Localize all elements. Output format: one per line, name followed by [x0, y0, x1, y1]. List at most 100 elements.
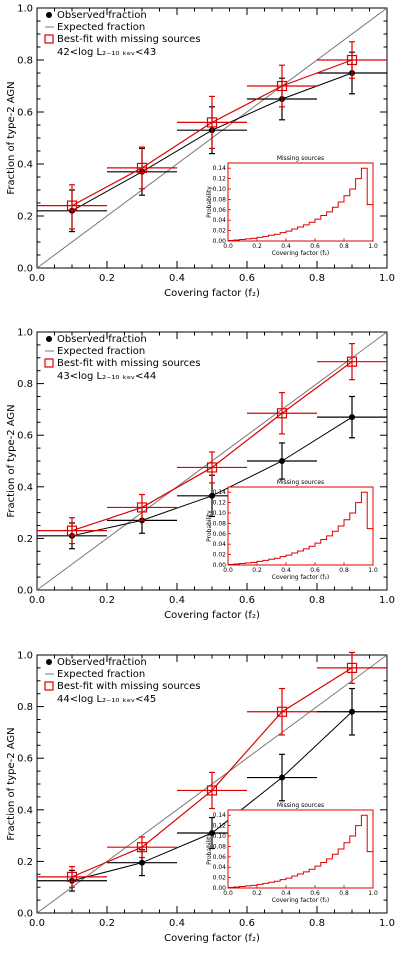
x-tick-label: 0.6: [239, 918, 255, 929]
inset-x-tick-label: 0.0: [223, 243, 233, 250]
inset-y-tick-label: 0.02: [213, 228, 227, 235]
y-tick-label: 0.8: [17, 56, 33, 67]
legend-observed-label: Observed fraction: [57, 334, 147, 345]
inset-y-tick-label: 0.00: [213, 885, 227, 892]
bestfit-line: [71, 361, 353, 532]
inset-missing-sources: Missing sources 0.0 0.2 0.4 0.6 0.8 1.0 0.00 0.0…: [206, 479, 378, 581]
y-axis-label: Fraction of type-2 AGN: [6, 81, 17, 194]
inset-histogram: [227, 491, 374, 565]
y-tick-label: 0.0: [17, 909, 33, 920]
inset-y-axis-label: Probability: [206, 510, 213, 542]
inset-title: Missing sources: [277, 479, 324, 486]
inset-y-tick-label: 0.10: [213, 833, 227, 840]
inset-y-tick-label: 0.14: [213, 489, 227, 496]
observed-point: [349, 708, 355, 715]
x-axis-label: Covering factor (f₂): [164, 288, 260, 299]
inset-y-tick-label: 0.06: [213, 207, 227, 214]
y-tick-label: 1.0: [17, 651, 33, 662]
bestfit-line: [71, 667, 353, 878]
inset-missing-sources: Missing sources 0.0 0.2 0.4 0.6 0.8 1.0 0.00 0.0…: [206, 802, 378, 904]
bestfit-point: [346, 356, 358, 367]
panel-1: 0.0 0.2 0.4 0.6 0.8 1.0 0.0 0.2 0.4 0.6 0.8 1.0 Cove…: [6, 4, 395, 300]
inset-x-tick-label: 0.8: [339, 567, 349, 574]
inset-frame: [227, 486, 374, 566]
inset-x-tick-label: 0.4: [281, 243, 291, 250]
observed-point: [139, 859, 145, 866]
inset-missing-sources: Missing sources 0.0 0.2 0.4 0.6 0.8 1.0 0.00 0.0…: [206, 155, 378, 257]
inset-y-tick-label: 0.04: [213, 864, 227, 871]
inset-frame: [227, 162, 374, 242]
inset-histogram: [227, 167, 374, 241]
y-tick-label: 0.8: [17, 702, 33, 713]
inset-y-tick-label: 0.08: [213, 196, 227, 203]
y-tick-label: 0.8: [17, 379, 33, 390]
inset-y-tick-label: 0.10: [213, 186, 227, 193]
x-tick-label: 0.6: [239, 273, 255, 284]
legend-bestfit-label: Best-fit with missing sources: [57, 681, 201, 692]
inset-y-tick-label: 0.12: [213, 176, 227, 183]
y-tick-label: 0.2: [17, 857, 33, 868]
inset-histogram: [227, 814, 374, 888]
legend-bestfit-marker: [44, 681, 54, 691]
y-tick-label: 1.0: [17, 4, 33, 15]
inset-x-tick-label: 0.2: [252, 243, 262, 250]
y-axis-label: Fraction of type-2 AGN: [6, 727, 17, 840]
inset-y-tick-label: 0.06: [213, 854, 227, 861]
legend-observed-marker: [46, 12, 52, 18]
inset-x-tick-label: 0.6: [310, 890, 320, 897]
inset-title: Missing sources: [277, 155, 324, 162]
y-tick-label: 0.4: [17, 805, 33, 816]
x-tick-label: 0.8: [309, 273, 325, 284]
x-tick-label: 0.4: [169, 595, 185, 606]
y-tick-label: 0.4: [17, 482, 33, 493]
legend-observed-label: Observed fraction: [57, 657, 147, 668]
inset-x-tick-label: 0.8: [339, 243, 349, 250]
luminosity-label: 42<log L₂₋₁₀ ₖₑᵥ<43: [57, 47, 156, 58]
observed-point: [209, 492, 215, 499]
inset-frame: [227, 809, 374, 889]
bestfit-point: [136, 502, 148, 513]
inset-x-tick-label: 1.0: [368, 243, 378, 250]
y-tick-label: 0.6: [17, 754, 33, 765]
observed-point: [209, 830, 215, 837]
bestfit-point: [346, 662, 358, 674]
x-tick-label: 0.2: [99, 273, 115, 284]
inset-x-tick-label: 0.4: [281, 890, 291, 897]
panel-3: 0.0 0.2 0.4 0.6 0.8 1.0 0.0 0.2 0.4 0.6 0.8 1.0 Cove…: [6, 651, 395, 945]
x-tick-label: 0.4: [169, 273, 185, 284]
x-tick-label: 0.4: [169, 918, 185, 929]
legend-bestfit-label: Best-fit with missing sources: [57, 358, 201, 369]
x-tick-label: 0.0: [29, 273, 45, 284]
inset-y-axis-label: Probability: [206, 186, 213, 218]
inset-x-tick-label: 0.2: [252, 567, 262, 574]
panel-2: 0.0 0.2 0.4 0.6 0.8 1.0 0.0 0.2 0.4 0.6 0.8 1.0 Cove…: [6, 328, 395, 622]
y-tick-label: 1.0: [17, 328, 33, 339]
inset-y-tick-label: 0.04: [213, 217, 227, 224]
bestfit-point: [206, 785, 218, 796]
x-tick-label: 0.0: [29, 918, 45, 929]
bestfit-point: [66, 525, 78, 536]
inset-y-tick-label: 0.12: [213, 823, 227, 830]
inset-y-tick-label: 0.14: [213, 165, 227, 172]
inset-title: Missing sources: [277, 802, 324, 809]
luminosity-label: 43<log L₂₋₁₀ ₖₑᵥ<44: [57, 371, 156, 382]
inset-y-axis-label: Probability: [206, 833, 213, 865]
inset-y-tick-label: 0.10: [213, 510, 227, 517]
inset-x-tick-label: 0.4: [281, 567, 291, 574]
legend-observed-label: Observed fraction: [57, 10, 147, 21]
x-tick-label: 1.0: [379, 918, 395, 929]
observed-point: [279, 458, 285, 464]
x-tick-label: 0.8: [309, 918, 325, 929]
inset-x-tick-label: 0.8: [339, 890, 349, 897]
inset-y-tick-label: 0.04: [213, 541, 227, 548]
x-axis-label: Covering factor (f₂): [164, 610, 260, 621]
x-axis-label: Covering factor (f₂): [164, 933, 260, 944]
y-tick-label: 0.4: [17, 160, 33, 171]
y-tick-label: 0.2: [17, 534, 33, 545]
inset-x-axis-label: Covering factor (f₂): [272, 574, 329, 581]
observed-point: [349, 414, 355, 421]
legend-bestfit-marker: [44, 34, 54, 44]
x-tick-label: 0.0: [29, 595, 45, 606]
inset-y-tick-label: 0.00: [213, 562, 227, 569]
